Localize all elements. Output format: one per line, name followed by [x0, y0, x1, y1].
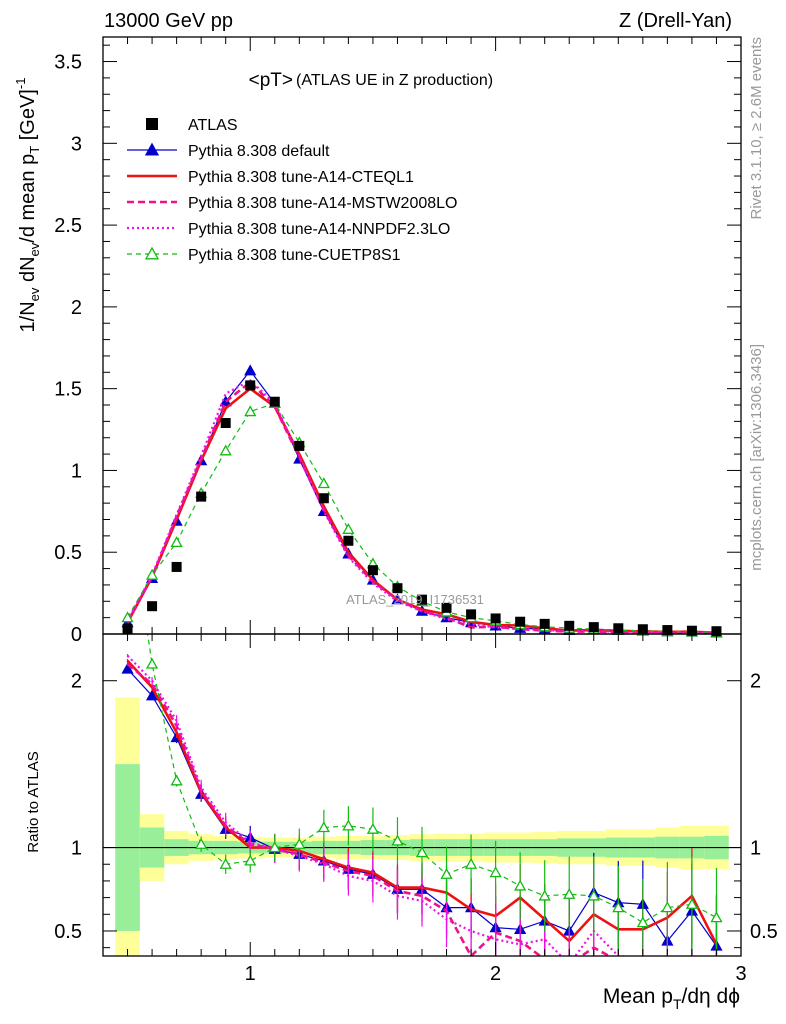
ratio-y-tick-label-right: 1 — [750, 838, 761, 860]
x-tick-label: 2 — [490, 963, 501, 985]
ratio-marker — [244, 854, 257, 866]
x-tick-label: 3 — [735, 963, 746, 985]
legend-label: Pythia 8.308 tune-A14-CTEQL1 — [188, 169, 414, 186]
mcplots-label: mcplots.cern.ch [arXiv:1306.3436] — [748, 344, 765, 571]
data-point — [490, 613, 501, 624]
main-y-tick-label: 3 — [71, 133, 82, 155]
main-marker — [244, 364, 257, 376]
main-y-tick-label: 2.5 — [54, 215, 82, 237]
main-y-tick-label: 1.5 — [54, 379, 82, 401]
ratio-uncertainty-bands — [103, 697, 741, 956]
main-y-tick-label: 0 — [71, 624, 82, 646]
header-right: Z (Drell-Yan) — [619, 10, 732, 32]
axes-frames: 0 0.5 1 1.5 2 2.5 3 3.5 0.5 0.5 1 1 2 2 1 2 3 — [54, 36, 778, 985]
data-point — [294, 440, 305, 451]
data-point — [367, 565, 378, 576]
main-marker — [145, 568, 159, 580]
ratio-marker — [685, 897, 699, 909]
ratio-marker — [195, 837, 208, 849]
ratio-xlabel: Mean pT/dη dϕ — [603, 985, 740, 1012]
watermark: ATLAS_2019_I1736531 — [346, 592, 484, 607]
ratio-marker — [514, 879, 527, 891]
ratio-marker — [612, 901, 625, 913]
data-point — [564, 620, 575, 631]
data-point — [220, 418, 231, 429]
data-point — [245, 380, 256, 391]
ratio-marker — [170, 774, 183, 786]
data-point — [343, 535, 354, 546]
ratio-y-tick-label: 0.5 — [54, 921, 82, 943]
ratio-marker — [710, 911, 723, 923]
data-point — [466, 609, 477, 620]
plot-subtitle: (ATLAS UE in Z production) — [296, 72, 493, 89]
data-point — [392, 583, 403, 594]
text-layer: 13000 GeV pp Z (Drell-Yan) <pT> (ATLAS U… — [13, 10, 765, 1012]
rivet-label: Rivet 3.1.10, ≥ 2.6M events — [748, 37, 765, 220]
data-point — [441, 602, 452, 613]
ratio-marker — [219, 857, 232, 869]
ratio-marker — [636, 916, 649, 928]
data-point — [417, 594, 427, 605]
main-ylabel: 1/Nev dNev/d mean pT [GeV]-1 — [13, 78, 42, 333]
ratio-marker — [121, 662, 134, 674]
legend-swatch — [146, 118, 158, 130]
ratio-marker — [661, 901, 674, 913]
main-y-tick-label: 2 — [71, 297, 82, 319]
legend-label: Pythia 8.308 tune-A14-NNPDF2.3LO — [188, 221, 450, 238]
ratio-y-tick-label: 1 — [71, 838, 82, 860]
data-point — [269, 396, 280, 407]
legend-label: Pythia 8.308 default — [188, 143, 330, 160]
data-point — [318, 493, 329, 504]
ratio-ylabel: Ratio to ATLAS — [25, 751, 42, 852]
ratio-y-tick-label-right: 2 — [750, 671, 761, 693]
ratio-series-group — [121, 492, 723, 956]
ratio-marker — [342, 819, 355, 831]
ratio-marker — [415, 846, 429, 858]
ratio-marker — [587, 889, 600, 901]
legend-marker — [144, 142, 160, 156]
x-tick-label: 1 — [245, 963, 256, 985]
main-marker — [170, 536, 183, 548]
main-marker — [342, 522, 355, 534]
ratio-marker — [293, 837, 306, 849]
ratio-marker — [489, 866, 502, 878]
ratio-marker — [464, 857, 478, 869]
ratio-marker — [563, 887, 576, 899]
main-line-series — [126, 380, 717, 635]
ratio-marker — [123, 492, 133, 501]
header-left: 13000 GeV pp — [104, 10, 233, 32]
data-point — [147, 601, 158, 612]
ratio-y-tick-label-right: 0.5 — [750, 921, 778, 943]
main-y-tick-label: 1 — [71, 460, 82, 482]
data-point — [539, 618, 550, 629]
plot-title: <pT> — [249, 70, 293, 91]
legend: ATLAS Pythia 8.308 default Pythia 8.308 tu… — [127, 117, 457, 264]
ratio-marker — [391, 834, 404, 846]
ratio-marker — [317, 821, 330, 833]
main-marker — [244, 405, 257, 417]
main-y-tick-label: 0.5 — [54, 542, 82, 564]
legend-label: Pythia 8.308 tune-A14-MSTW2008LO — [188, 195, 457, 212]
data-point — [515, 616, 526, 627]
main-marker — [219, 444, 232, 456]
ratio-marker — [440, 867, 453, 879]
legend-marker — [144, 246, 160, 260]
ratio-marker — [366, 822, 380, 834]
ratio-marker — [145, 657, 159, 669]
ratio-marker — [538, 889, 551, 901]
legend-label: Pythia 8.308 tune-CUETP8S1 — [188, 247, 401, 264]
main-marker — [121, 611, 134, 623]
ratio-marker — [145, 689, 159, 701]
main-marker — [317, 477, 330, 489]
ratio-y-tick-label: 2 — [71, 671, 82, 693]
data-point — [196, 491, 207, 502]
series-layer — [121, 364, 723, 956]
data-point — [171, 561, 182, 572]
ratio-marker — [268, 841, 281, 853]
main-y-tick-label: 3.5 — [54, 52, 82, 74]
legend-label: ATLAS — [188, 117, 238, 134]
